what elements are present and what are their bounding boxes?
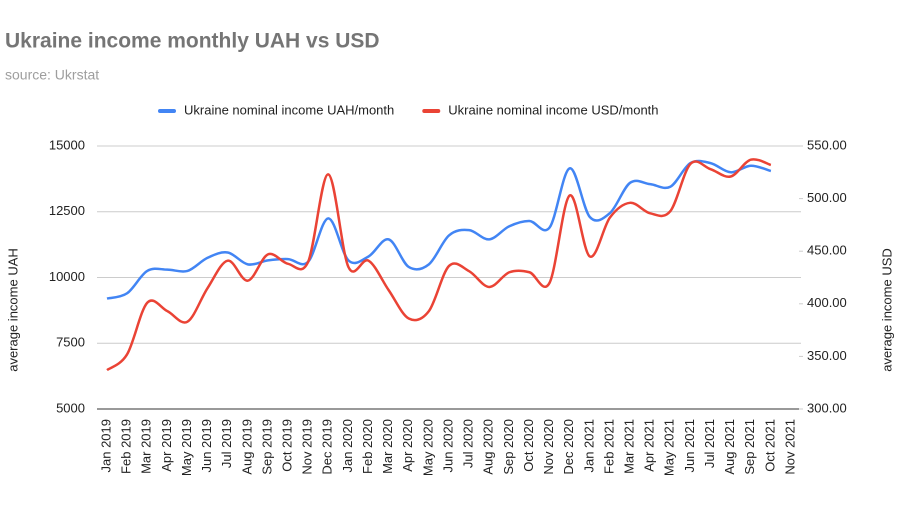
x-tick-label: Jul 2021 xyxy=(702,419,717,468)
legend-label: Ukraine nominal income UAH/month xyxy=(184,102,394,117)
x-tick-label: Apr 2019 xyxy=(159,419,174,472)
x-tick-label: Jul 2020 xyxy=(461,419,476,468)
x-tick-label: Nov 2021 xyxy=(782,419,797,475)
x-tick-label: Mar 2021 xyxy=(621,419,636,474)
x-tick-label: Sep 2019 xyxy=(259,419,274,475)
x-tick-label: Jun 2021 xyxy=(682,419,697,473)
x-tick-label: Dec 2020 xyxy=(561,419,576,475)
y2-tick-label: 350.00 xyxy=(807,348,847,363)
y-tick-label: 7500 xyxy=(56,335,85,350)
y-tick-label: 10000 xyxy=(49,269,85,284)
x-tick-label: Nov 2019 xyxy=(300,419,315,475)
x-tick-label: Aug 2021 xyxy=(722,419,737,475)
x-tick-label: Oct 2020 xyxy=(521,419,536,472)
chart-subtitle: source: Ukrstat xyxy=(5,67,99,83)
x-tick-label: Sep 2021 xyxy=(742,419,757,475)
legend-label: Ukraine nominal income USD/month xyxy=(448,102,658,117)
y2-tick-label: 400.00 xyxy=(807,295,847,310)
y2-tick-label: 450.00 xyxy=(807,243,847,258)
x-tick-label: Mar 2019 xyxy=(139,419,154,474)
series-line xyxy=(106,159,772,300)
y-tick-label: 5000 xyxy=(56,400,85,415)
y-tick-label: 15000 xyxy=(49,137,85,152)
chart-title: Ukraine income monthly UAH vs USD xyxy=(5,30,380,53)
x-tick-label: Jan 2020 xyxy=(340,419,355,473)
x-tick-label: Jun 2020 xyxy=(440,419,455,473)
x-tick-label: Jan 2019 xyxy=(98,419,113,473)
x-tick-label: Nov 2020 xyxy=(541,419,556,475)
x-tick-label: Oct 2021 xyxy=(762,419,777,472)
x-tick-label: May 2020 xyxy=(420,419,435,476)
x-tick-label: Aug 2019 xyxy=(239,419,254,475)
x-tick-label: Dec 2019 xyxy=(320,419,335,475)
y2-tick-label: 300.00 xyxy=(807,400,847,415)
x-tick-label: Jun 2019 xyxy=(199,419,214,473)
x-tick-label: May 2021 xyxy=(662,419,677,476)
x-tick-label: Aug 2020 xyxy=(481,419,496,475)
y2-axis-title: average income USD xyxy=(879,248,894,372)
x-tick-label: Oct 2019 xyxy=(279,419,294,472)
series-line xyxy=(106,158,772,372)
x-tick-label: Jul 2019 xyxy=(219,419,234,468)
x-tick-label: Feb 2021 xyxy=(601,419,616,474)
x-tick-label: Apr 2020 xyxy=(400,419,415,472)
y2-tick-label: 500.00 xyxy=(807,190,847,205)
x-tick-label: Feb 2020 xyxy=(360,419,375,474)
x-tick-label: Mar 2020 xyxy=(380,419,395,474)
x-tick-label: Feb 2019 xyxy=(119,419,134,474)
x-tick-label: May 2019 xyxy=(179,419,194,476)
x-tick-label: Sep 2020 xyxy=(501,419,516,475)
y2-tick-label: 550.00 xyxy=(807,137,847,152)
y-axis-title: average income UAH xyxy=(5,248,20,372)
x-tick-label: Jan 2021 xyxy=(581,419,596,473)
y-tick-label: 12500 xyxy=(49,203,85,218)
x-tick-label: Apr 2021 xyxy=(642,419,657,472)
